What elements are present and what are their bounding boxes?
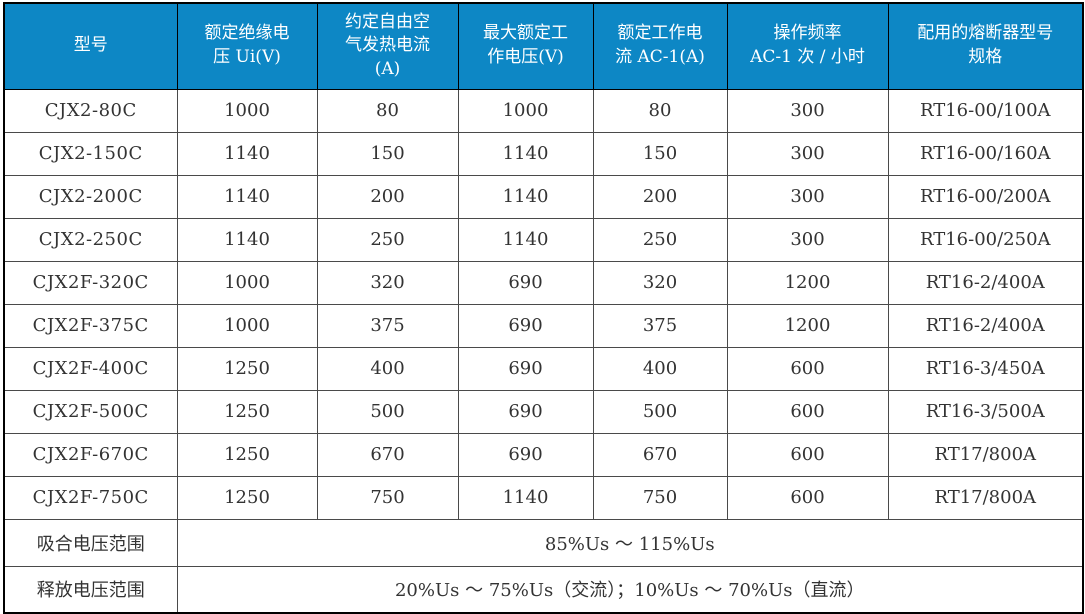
cell-value: 1000 [176, 88, 318, 133]
table-row: CJX2F-375C 1000 375 690 375 1200 RT16-2/… [3, 303, 1084, 348]
cell-value: 300 [726, 131, 889, 176]
cell-value: 200 [592, 174, 728, 219]
table-row: CJX2-80C 1000 80 1000 80 300 RT16-00/100… [3, 88, 1084, 133]
table-row: CJX2F-750C 1250 750 1140 750 600 RT17/80… [3, 475, 1084, 520]
table-row: CJX2F-500C 1250 500 690 500 600 RT16-3/5… [3, 389, 1084, 434]
cell-model: CJX2-250C [3, 217, 178, 262]
pickup-voltage-label: 吸合电压范围 [3, 518, 178, 567]
cell-value: 400 [316, 346, 459, 391]
column-header-fuse-spec: 配用的熔断器型号 规格 [887, 2, 1084, 90]
table-row: CJX2F-670C 1250 670 690 670 600 RT17/800… [3, 432, 1084, 477]
cell-value: 1200 [726, 260, 889, 305]
pickup-voltage-value: 85%Us ～ 115%Us [176, 518, 1084, 567]
cell-value: 1250 [176, 346, 318, 391]
cell-value: 300 [726, 88, 889, 133]
cell-value: 375 [316, 303, 459, 348]
table-row: CJX2-150C 1140 150 1140 150 300 RT16-00/… [3, 131, 1084, 176]
cell-fuse: RT16-2/400A [887, 260, 1084, 305]
cell-value: 1250 [176, 432, 318, 477]
cell-value: 1140 [457, 131, 594, 176]
cell-value: 200 [316, 174, 459, 219]
cell-value: 1140 [457, 217, 594, 262]
cell-value: 1250 [176, 475, 318, 520]
cell-fuse: RT16-00/250A [887, 217, 1084, 262]
table-row: CJX2-200C 1140 200 1140 200 300 RT16-00/… [3, 174, 1084, 219]
cell-model: CJX2-150C [3, 131, 178, 176]
cell-model: CJX2F-375C [3, 303, 178, 348]
contactor-spec-table: 型号 额定绝缘电 压 Ui(V) 约定自由空 气发热电流 (A) 最大额定工 作… [3, 2, 1084, 614]
column-header-working-current: 额定工作电 流 AC-1(A) [592, 2, 728, 90]
cell-value: 375 [592, 303, 728, 348]
cell-value: 1200 [726, 303, 889, 348]
cell-value: 400 [592, 346, 728, 391]
cell-value: 670 [316, 432, 459, 477]
cell-value: 670 [592, 432, 728, 477]
cell-model: CJX2F-400C [3, 346, 178, 391]
cell-value: 1000 [176, 303, 318, 348]
cell-value: 1140 [457, 475, 594, 520]
cell-value: 1250 [176, 389, 318, 434]
cell-value: 250 [592, 217, 728, 262]
column-header-max-working-voltage: 最大额定工 作电压(V) [457, 2, 594, 90]
cell-fuse: RT16-00/100A [887, 88, 1084, 133]
cell-value: 250 [316, 217, 459, 262]
cell-fuse: RT16-00/200A [887, 174, 1084, 219]
cell-fuse: RT17/800A [887, 475, 1084, 520]
release-voltage-label: 释放电压范围 [3, 565, 178, 614]
table-row: CJX2-250C 1140 250 1140 250 300 RT16-00/… [3, 217, 1084, 262]
cell-value: 500 [316, 389, 459, 434]
table-row: CJX2F-320C 1000 320 690 320 1200 RT16-2/… [3, 260, 1084, 305]
cell-fuse: RT16-2/400A [887, 303, 1084, 348]
column-header-operation-frequency: 操作频率 AC-1 次 / 小时 [726, 2, 889, 90]
cell-value: 1140 [457, 174, 594, 219]
cell-fuse: RT16-3/450A [887, 346, 1084, 391]
cell-fuse: RT16-00/160A [887, 131, 1084, 176]
cell-value: 600 [726, 432, 889, 477]
cell-value: 690 [457, 260, 594, 305]
cell-value: 1000 [457, 88, 594, 133]
cell-value: 600 [726, 346, 889, 391]
cell-value: 300 [726, 217, 889, 262]
cell-value: 320 [592, 260, 728, 305]
header-row: 型号 额定绝缘电 压 Ui(V) 约定自由空 气发热电流 (A) 最大额定工 作… [3, 2, 1084, 90]
cell-model: CJX2F-670C [3, 432, 178, 477]
cell-value: 750 [592, 475, 728, 520]
cell-value: 1140 [176, 217, 318, 262]
cell-model: CJX2F-320C [3, 260, 178, 305]
cell-value: 1140 [176, 131, 318, 176]
cell-value: 690 [457, 389, 594, 434]
cell-value: 690 [457, 432, 594, 477]
cell-value: 150 [316, 131, 459, 176]
cell-value: 750 [316, 475, 459, 520]
column-header-model: 型号 [3, 2, 178, 90]
cell-model: CJX2F-500C [3, 389, 178, 434]
cell-value: 80 [316, 88, 459, 133]
cell-value: 80 [592, 88, 728, 133]
cell-value: 1140 [176, 174, 318, 219]
table-row: CJX2F-400C 1250 400 690 400 600 RT16-3/4… [3, 346, 1084, 391]
cell-fuse: RT16-3/500A [887, 389, 1084, 434]
release-voltage-row: 释放电压范围 20%Us ～ 75%Us（交流）；10%Us ～ 70%Us（直… [3, 565, 1084, 614]
cell-value: 600 [726, 389, 889, 434]
cell-model: CJX2-80C [3, 88, 178, 133]
pickup-voltage-row: 吸合电压范围 85%Us ～ 115%Us [3, 518, 1084, 567]
cell-fuse: RT17/800A [887, 432, 1084, 477]
column-header-insulation-voltage: 额定绝缘电 压 Ui(V) [176, 2, 318, 90]
cell-value: 690 [457, 346, 594, 391]
cell-value: 600 [726, 475, 889, 520]
cell-value: 500 [592, 389, 728, 434]
cell-value: 690 [457, 303, 594, 348]
release-voltage-value: 20%Us ～ 75%Us（交流）；10%Us ～ 70%Us（直流） [176, 565, 1084, 614]
cell-value: 300 [726, 174, 889, 219]
column-header-thermal-current: 约定自由空 气发热电流 (A) [316, 2, 459, 90]
cell-value: 150 [592, 131, 728, 176]
cell-model: CJX2-200C [3, 174, 178, 219]
cell-value: 1000 [176, 260, 318, 305]
cell-value: 320 [316, 260, 459, 305]
cell-model: CJX2F-750C [3, 475, 178, 520]
